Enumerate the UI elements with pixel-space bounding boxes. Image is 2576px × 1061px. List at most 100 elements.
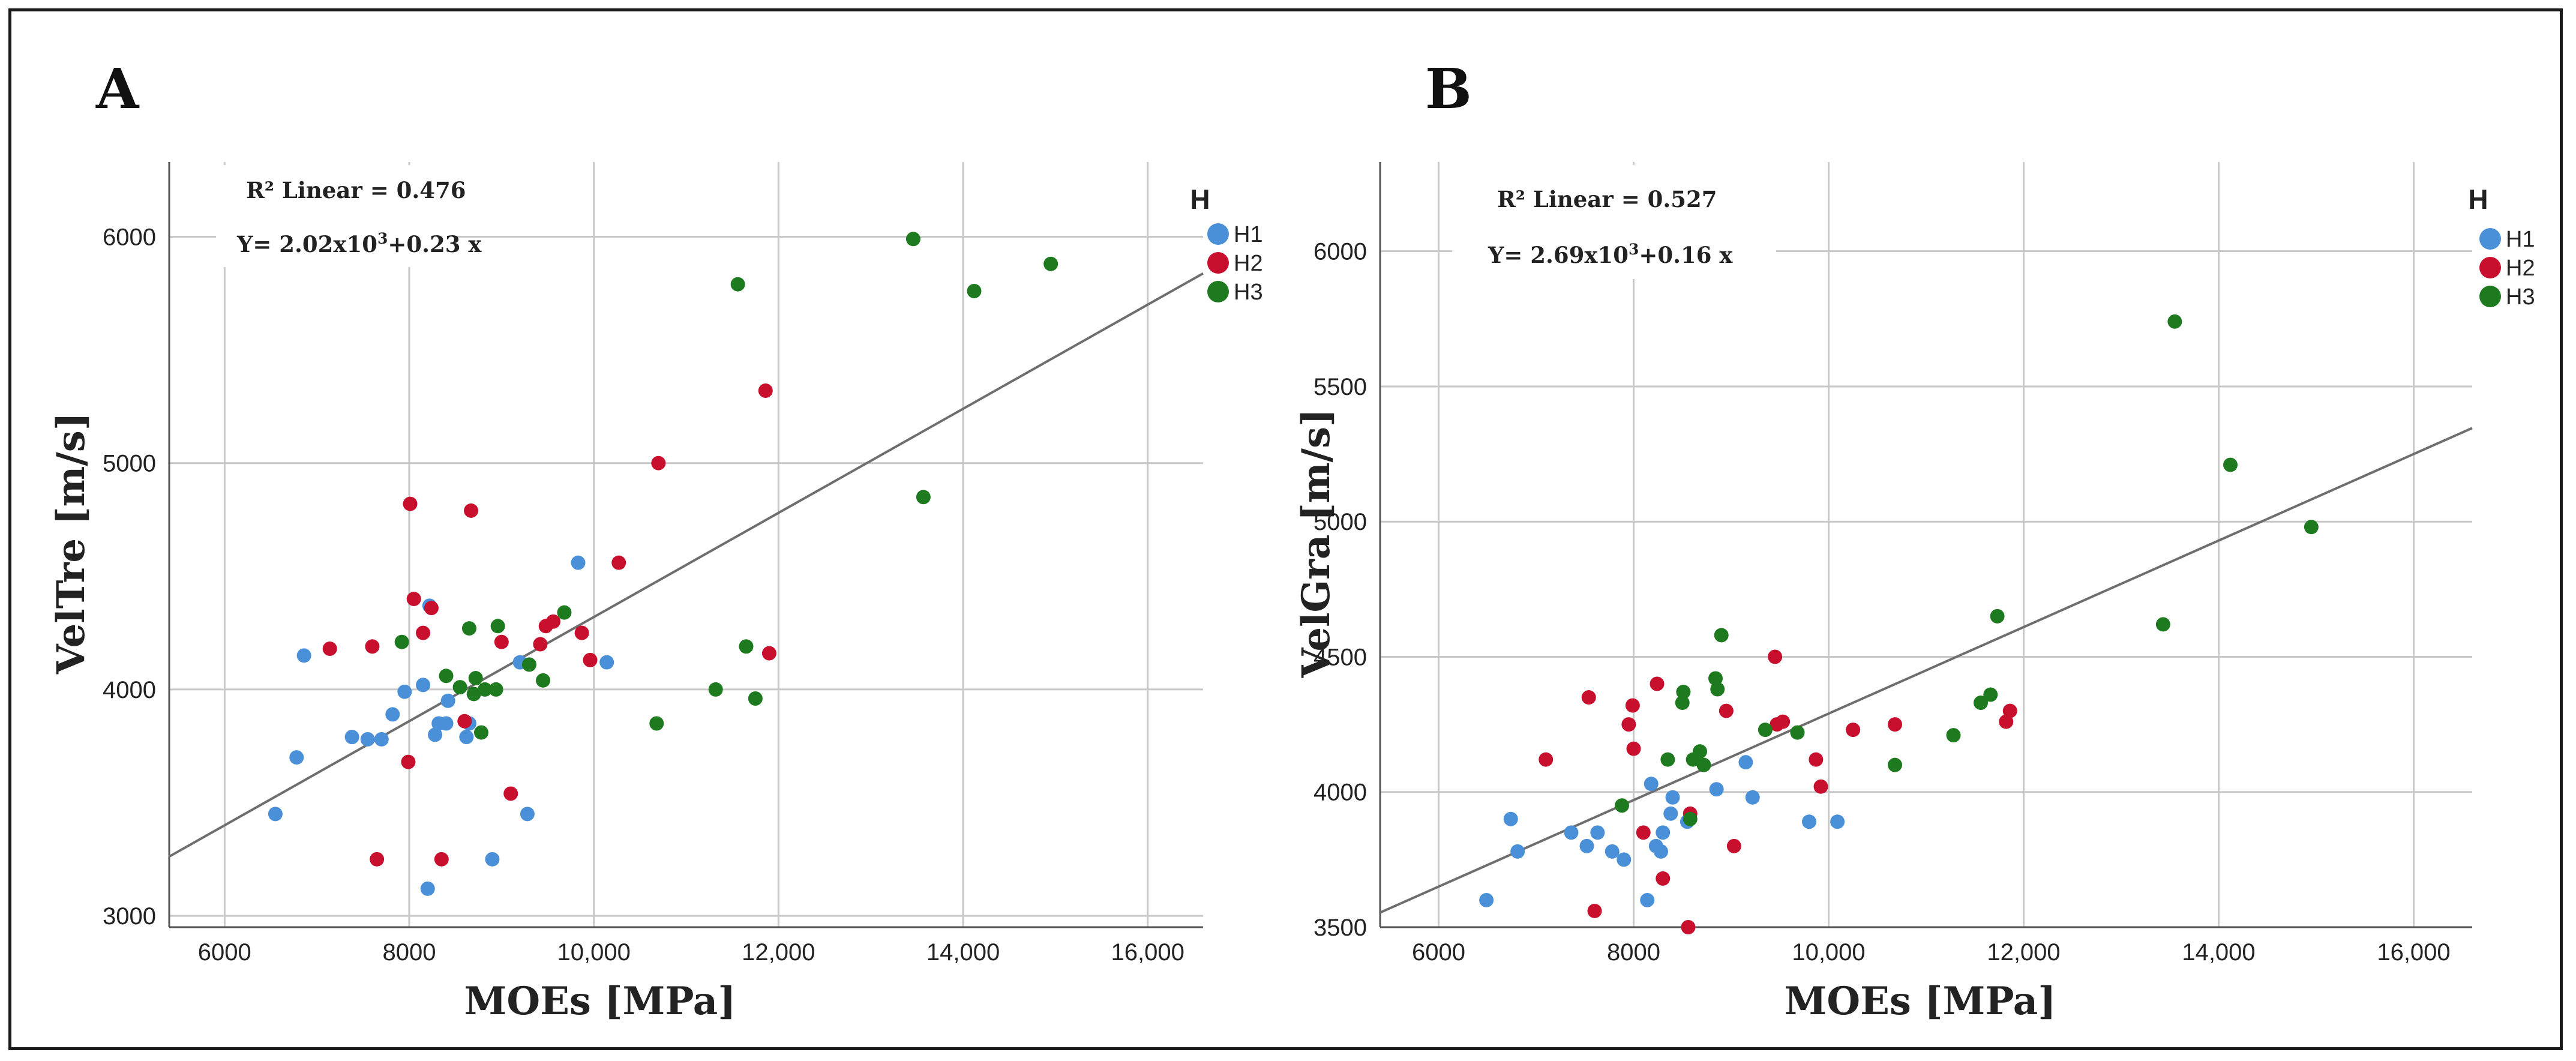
y-tick-labels-b: 3500 4000 4500 5000 5500 6000: [1314, 239, 1367, 941]
legend-label-h2: H2: [1234, 251, 1263, 276]
x-tick-label: 10,000: [557, 939, 630, 966]
data-point-h3: [1696, 757, 1711, 772]
data-point-h3: [490, 619, 505, 634]
y-tick-label: 6000: [1314, 239, 1367, 265]
data-point-h3: [536, 673, 551, 688]
legend-marker-h2: [2479, 257, 2501, 278]
data-point-h2: [1636, 825, 1651, 840]
data-point-h3: [2223, 457, 2238, 472]
data-point-h3: [1974, 696, 1988, 711]
legend-marker-h2: [1207, 252, 1229, 274]
x-tick-label: 8000: [1607, 939, 1660, 966]
y-tick-labels-a: 3000 4000 5000 6000: [103, 224, 156, 930]
x-tick-label: 6000: [1412, 939, 1465, 966]
data-point-h2: [1999, 714, 2014, 729]
y-tick-label: 6000: [103, 224, 156, 250]
legend-marker-h1: [1207, 223, 1229, 245]
x-tick-label: 12,000: [1987, 939, 2060, 966]
data-point-h3: [468, 671, 483, 686]
x-tick-label: 16,000: [1111, 939, 1184, 966]
data-point-h3: [1675, 696, 1690, 711]
data-point-h3: [916, 490, 931, 505]
data-point-h1: [1656, 825, 1671, 840]
data-point-h1: [374, 732, 389, 747]
data-point-h1: [1605, 844, 1620, 859]
data-point-h2: [611, 555, 626, 570]
data-point-h3: [1790, 725, 1805, 740]
data-point-h1: [1654, 844, 1668, 859]
data-point-h3: [488, 682, 503, 697]
data-point-h3: [1676, 685, 1691, 700]
data-point-h2: [1813, 779, 1828, 794]
data-point-h2: [1768, 649, 1783, 664]
data-point-h2: [1539, 752, 1554, 767]
data-point-h3: [739, 639, 754, 654]
data-point-h2: [1625, 698, 1640, 713]
annotation-box-a: [216, 165, 456, 267]
data-point-h2: [416, 625, 431, 640]
data-point-h3: [1708, 671, 1723, 686]
x-tick-label: 14,000: [2182, 939, 2255, 966]
data-point-h2: [494, 634, 509, 649]
legend-label-h2: H2: [2506, 256, 2535, 281]
data-point-h1: [1564, 825, 1579, 840]
data-point-h1: [571, 555, 586, 570]
data-point-h2: [533, 637, 548, 652]
data-point-h1: [1802, 814, 1816, 829]
data-point-h1: [289, 750, 304, 765]
legend-title-a: H: [1190, 184, 1210, 215]
data-point-h1: [1709, 782, 1724, 797]
data-point-h2: [1726, 838, 1741, 853]
data-point-h1: [459, 730, 474, 745]
r2-annotation-a: R² Linear = 0.476: [246, 177, 466, 203]
data-point-h1: [1830, 814, 1845, 829]
data-point-h3: [967, 284, 982, 299]
data-point-h1: [397, 684, 412, 699]
data-point-h3: [1615, 798, 1629, 813]
r2-annotation-b: R² Linear = 0.527: [1497, 186, 1717, 212]
data-point-h1: [428, 727, 443, 742]
chart-panel-b: B 6000 8000 10,000 12,000 14,000 16,000 3500 4…: [1294, 56, 2535, 1024]
y-tick-label: 4500: [1314, 644, 1367, 670]
data-point-h2: [2002, 703, 2017, 718]
equation-prefix-a: Y= 2.02x10: [236, 231, 377, 257]
data-point-h3: [649, 716, 664, 731]
data-point-h2: [403, 496, 418, 511]
data-point-h3: [708, 682, 723, 697]
data-point-h2: [434, 852, 449, 867]
annotation-box-b: [1452, 165, 1776, 279]
data-point-h2: [1888, 717, 1902, 732]
data-point-h2: [424, 601, 439, 616]
data-point-h2: [457, 714, 472, 729]
data-point-h3: [1693, 744, 1707, 759]
data-point-h2: [401, 754, 416, 769]
data-point-h1: [268, 807, 283, 822]
data-point-h3: [439, 669, 454, 684]
legend-label-h3: H3: [1234, 280, 1263, 305]
data-point-h1: [599, 655, 614, 670]
data-point-h2: [583, 652, 598, 667]
data-point-h2: [651, 455, 666, 470]
data-point-h1: [420, 881, 435, 896]
equation-suffix-a: +0.23 x: [388, 231, 482, 257]
legend-label-h1: H1: [2506, 227, 2535, 252]
data-point-h1: [344, 730, 359, 745]
legend-marker-h3: [2479, 286, 2501, 307]
data-point-h1: [1663, 806, 1678, 821]
data-point-h2: [1621, 717, 1636, 732]
equation-annotation-a: Y= 2.02x103+0.23 x: [236, 230, 482, 258]
x-tick-label: 14,000: [926, 939, 1000, 966]
chart-panel-a: A 6000 8000 10,000 12,000 14,000 16,000 3000 4…: [49, 56, 1263, 1024]
data-point-h2: [1650, 676, 1665, 691]
data-point-h2: [464, 503, 479, 518]
data-point-h3: [1990, 609, 2005, 624]
x-tick-labels-b: 6000 8000 10,000 12,000 14,000 16,000: [1412, 939, 2451, 966]
data-points-a: [268, 232, 1058, 896]
data-point-h3: [461, 621, 476, 636]
gridlines-a: [169, 162, 1203, 927]
data-point-h2: [545, 614, 560, 629]
data-point-h2: [370, 852, 385, 867]
legend-items-b: H1 H2 H3: [2479, 227, 2535, 310]
data-point-h2: [761, 646, 776, 661]
data-point-h3: [473, 725, 488, 740]
